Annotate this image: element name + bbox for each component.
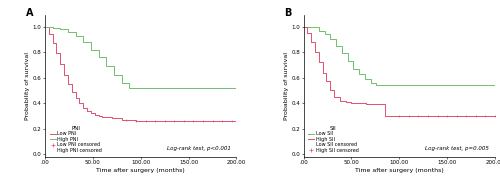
Text: Log-rank test, p<0.001: Log-rank test, p<0.001 [167,146,230,151]
Legend: Low PNI, High PNI, Low PNI censored, High PNI censored: Low PNI, High PNI, Low PNI censored, Hig… [50,125,102,153]
Y-axis label: Probability of survival: Probability of survival [284,52,288,120]
X-axis label: Time after surgery (months): Time after surgery (months) [96,168,185,173]
X-axis label: Time after surgery (months): Time after surgery (months) [355,168,444,173]
Text: Log-rank test, p=0.005: Log-rank test, p=0.005 [426,146,490,151]
Text: A: A [26,8,34,18]
Text: B: B [284,8,292,18]
Y-axis label: Probability of survival: Probability of survival [25,52,30,120]
Legend: Low SII, High SII, Low SII censored, High SII censored: Low SII, High SII, Low SII censored, Hig… [308,125,359,153]
